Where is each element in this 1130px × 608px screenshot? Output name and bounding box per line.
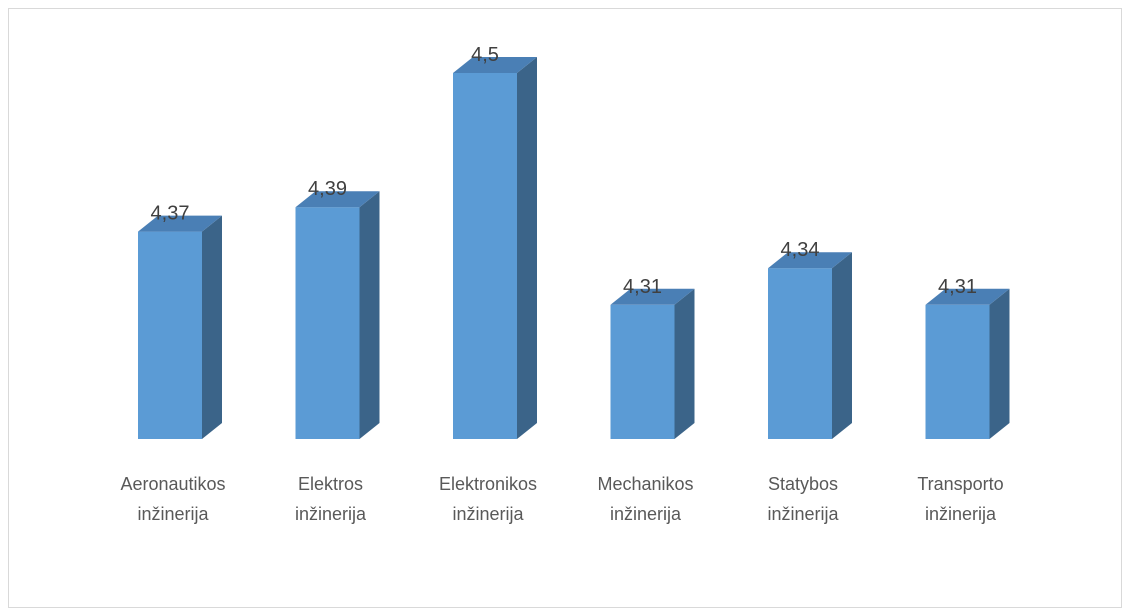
bar-side-5 [989,288,1010,439]
category-label-1-0: Elektros [298,474,363,494]
bar-5 [925,288,1010,439]
bar-side-0 [202,215,222,439]
category-label-3-1: inžinerija [610,504,682,524]
bar-0 [138,215,222,439]
bar-top-3 [610,288,695,305]
bar-2 [453,57,537,439]
bar-3 [610,288,695,439]
bar-top-4 [768,252,852,269]
category-label-2-0: Elektronikos [439,474,537,494]
data-label-1: 4,39 [308,178,347,200]
data-label-5: 4,31 [938,276,977,298]
category-label-5-0: Transporto [917,474,1003,494]
bar-side-1 [359,191,380,439]
category-label-1-1: inžinerija [295,504,367,524]
bar-1 [295,191,380,439]
bar-chart: 4,37 4,39 4,5 4,31 4,34 4,31 Aeronautikos inži… [120,44,1010,524]
category-label-3-0: Mechanikos [597,474,693,494]
category-label-0-0: Aeronautikos [120,474,225,494]
data-label-2: 4,5 [471,44,499,66]
bars-layer [138,57,1010,439]
bar-front-5 [925,304,990,439]
bar-front-3 [610,304,675,439]
data-label-4: 4,34 [781,239,820,261]
category-labels: Aeronautikos inžinerija Elektros inžinerija… [120,474,1003,524]
bar-4 [768,252,852,439]
bar-top-5 [925,288,1010,305]
bar-front-2 [453,73,517,439]
category-label-0-1: inžinerija [137,504,209,524]
bar-side-4 [832,252,852,439]
category-label-5-1: inžinerija [925,504,997,524]
category-label-2-1: inžinerija [452,504,524,524]
bar-side-3 [674,288,695,439]
bar-front-1 [295,207,360,439]
data-label-0: 4,37 [151,203,190,225]
bar-front-0 [138,231,202,439]
data-label-3: 4,31 [623,276,662,298]
category-label-4-0: Statybos [768,474,838,494]
bar-top-1 [295,191,380,208]
category-label-4-1: inžinerija [767,504,839,524]
bar-top-0 [138,215,222,232]
bar-front-4 [768,268,832,439]
labels-layer: 4,37 4,39 4,5 4,31 4,34 4,31 [151,44,977,298]
bar-top-2 [453,57,537,73]
bar-side-2 [517,57,537,439]
